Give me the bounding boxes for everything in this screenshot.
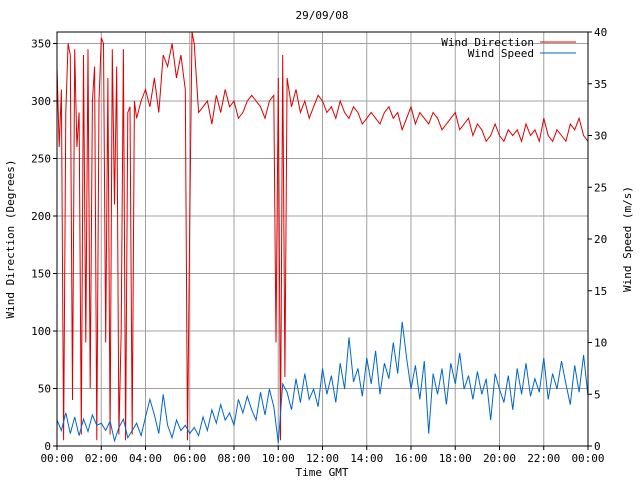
y-right-tick-label: 25: [594, 181, 607, 194]
grid: [57, 32, 588, 446]
y-left-tick-label: 250: [31, 153, 51, 166]
x-tick-label: 04:00: [129, 452, 162, 465]
y-left-tick-label: 100: [31, 325, 51, 338]
x-tick-label: 14:00: [350, 452, 383, 465]
x-tick-label: 22:00: [527, 452, 560, 465]
y-left-tick-label: 150: [31, 268, 51, 281]
y-right-tick-label: 30: [594, 130, 607, 143]
y-left-tick-label: 300: [31, 95, 51, 108]
y-left-tick-label: 0: [44, 440, 51, 453]
y-right-tick-label: 5: [594, 388, 601, 401]
y-right-tick-label: 40: [594, 26, 607, 39]
y-axis-right-title: Wind Speed (m/s): [621, 186, 634, 292]
legend-label-speed: Wind Speed: [468, 47, 534, 60]
wind-direction-line: [56, 31, 589, 441]
x-tick-label: 20:00: [483, 452, 516, 465]
x-tick-label: 06:00: [173, 452, 206, 465]
y-left-tick-label: 350: [31, 38, 51, 51]
y-right-tick-label: 10: [594, 337, 607, 350]
legend-label-direction: Wind Direction: [441, 36, 534, 49]
axes: 00:00 02:00 04:00 06:00 08:00 10:00 12:00 14:00…: [31, 26, 607, 465]
x-tick-label: 12:00: [306, 452, 339, 465]
y-left-tick-label: 50: [38, 383, 51, 396]
y-right-tick-label: 0: [594, 440, 601, 453]
y-axis-left-title: Wind Direction (Degrees): [4, 160, 17, 319]
legend: Wind Direction Wind Speed: [441, 36, 576, 60]
y-left-tick-label: 200: [31, 210, 51, 223]
x-tick-label: 10:00: [262, 452, 295, 465]
y-right-tick-label: 20: [594, 233, 607, 246]
x-tick-label: 00:00: [40, 452, 73, 465]
x-tick-label: 16:00: [394, 452, 427, 465]
x-tick-label: 08:00: [217, 452, 250, 465]
x-axis-title: Time GMT: [296, 466, 349, 479]
y-right-tick-label: 15: [594, 285, 607, 298]
y-right-tick-label: 35: [594, 78, 607, 91]
plot-frame: [56, 31, 589, 447]
series-lines: [56, 31, 589, 443]
wind-speed-line: [56, 321, 589, 443]
chart-title: 29/09/08: [296, 9, 349, 22]
x-tick-label: 00:00: [571, 452, 604, 465]
x-tick-label: 18:00: [439, 452, 472, 465]
x-tick-label: 02:00: [85, 452, 118, 465]
